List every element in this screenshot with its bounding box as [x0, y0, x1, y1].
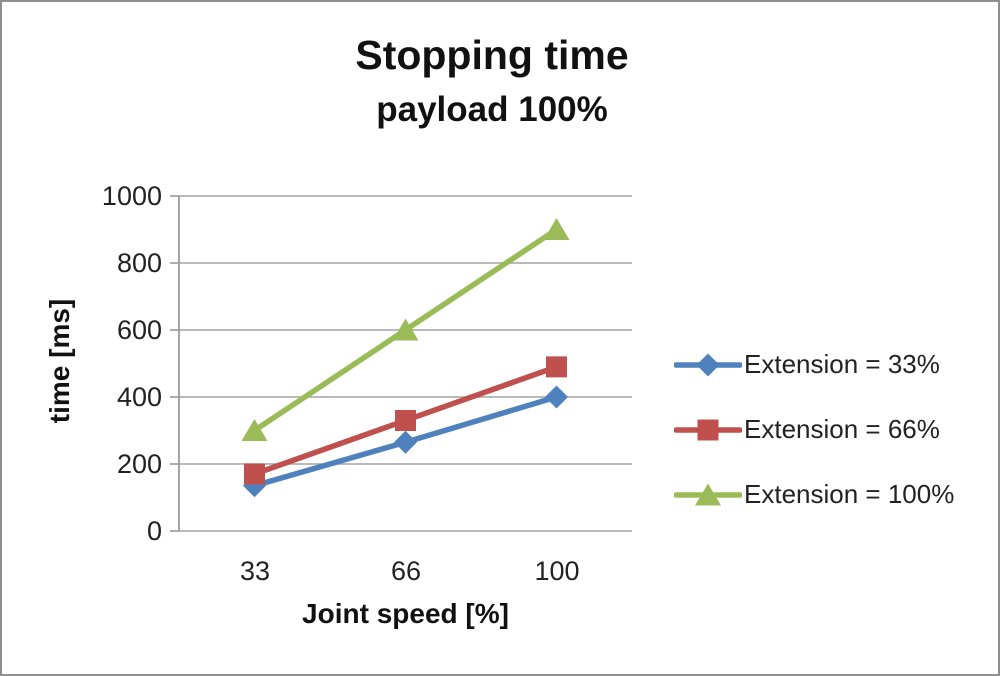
marker-diamond-icon	[545, 385, 568, 409]
legend: Extension = 33% Extension = 66% Extensio…	[674, 349, 954, 510]
y-tick-label: 200	[116, 449, 162, 479]
x-tick-label: 66	[390, 556, 422, 586]
y-tick-label: 800	[116, 248, 162, 278]
legend-marker-diamond-icon	[674, 353, 742, 376]
y-tick-label: 600	[116, 315, 162, 345]
legend-marker-square-icon	[674, 419, 742, 440]
y-tick-label: 0	[146, 516, 162, 546]
legend-triangle-icon	[695, 483, 721, 505]
legend-label: Extension = 100%	[744, 479, 955, 509]
x-tick-label: 33	[239, 556, 271, 586]
legend-label: Extension = 66%	[744, 414, 940, 444]
x-axis-title: Joint speed [%]	[302, 598, 509, 629]
marker-triangle-icon	[392, 318, 419, 341]
legend-item: Extension = 66%	[674, 414, 954, 445]
marker-diamond-icon	[394, 430, 417, 454]
y-tick-label: 400	[116, 382, 162, 412]
marker-square-icon	[546, 356, 567, 378]
marker-triangle-icon	[543, 218, 570, 240]
y-tick-label: 1000	[101, 181, 162, 211]
y-axis-title: time [ms]	[44, 298, 75, 424]
legend-marker-triangle-icon	[674, 483, 742, 505]
legend-diamond-icon	[696, 353, 720, 376]
legend-square-icon	[697, 419, 719, 440]
chart-title: Stopping time	[355, 32, 629, 78]
marker-square-icon	[395, 409, 416, 431]
chart-subtitle: payload 100%	[376, 90, 608, 129]
marker-triangle-icon	[241, 419, 268, 441]
legend-label: Extension = 33%	[744, 349, 940, 379]
x-tick-label: 100	[534, 556, 580, 586]
marker-square-icon	[244, 463, 265, 485]
legend-item: Extension = 100%	[674, 479, 954, 510]
legend-item: Extension = 33%	[674, 349, 954, 380]
